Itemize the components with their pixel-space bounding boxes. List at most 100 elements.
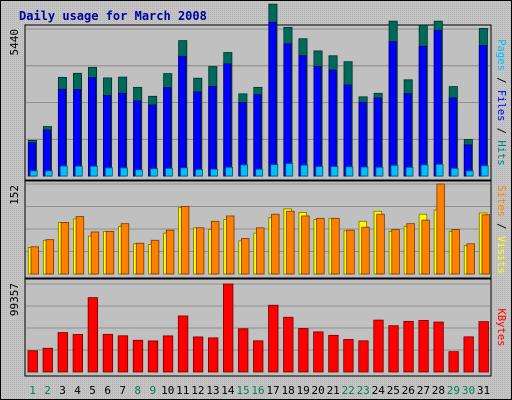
bar-kbytes	[207, 337, 219, 373]
bar-pages	[59, 165, 68, 177]
bar-sites	[316, 217, 325, 275]
bar-sites	[361, 226, 370, 275]
bar-kbytes	[313, 331, 324, 373]
panel-bars	[27, 283, 489, 373]
bar-files	[133, 100, 142, 177]
bar-sites	[30, 246, 39, 275]
bar-kbytes	[478, 321, 489, 373]
bar-sites	[286, 210, 295, 275]
x-tick-label: 17	[266, 384, 279, 397]
chart-panels: 5440 Pages / Files / Hits 152 Sites / Visit…	[8, 3, 507, 377]
bar-sites	[75, 216, 85, 275]
legend-entry: Hits	[495, 140, 507, 165]
bar-pages	[405, 166, 414, 177]
bar-sites	[436, 183, 445, 275]
bar-sites	[60, 222, 70, 275]
bar-sites	[481, 214, 490, 275]
x-tick-label: 25	[387, 384, 400, 397]
bar-kbytes	[448, 351, 459, 373]
bar-sites	[226, 215, 235, 275]
bar-pages	[210, 168, 218, 177]
bar-kbytes	[298, 328, 309, 373]
bar-pages	[450, 168, 459, 177]
bar-sites	[165, 229, 175, 275]
x-tick-label: 20	[311, 384, 324, 397]
bar-kbytes	[132, 339, 144, 373]
legend-entry: /	[495, 71, 507, 90]
panel-max-label: 99357	[8, 283, 21, 316]
bar-files	[148, 104, 157, 177]
bar-pages	[255, 168, 264, 177]
bar-pages	[195, 169, 203, 177]
bar-sites	[466, 243, 475, 275]
bar-kbytes	[463, 336, 474, 373]
bar-kbytes	[162, 335, 174, 373]
bar-pages	[240, 164, 249, 177]
bar-sites	[195, 227, 205, 275]
bar-kbytes	[238, 328, 249, 373]
bar-sites	[180, 206, 190, 275]
bar-files	[373, 97, 382, 177]
x-tick-label: 19	[296, 384, 309, 397]
panel-max-label: 152	[8, 185, 21, 205]
bar-pages	[119, 167, 128, 177]
bar-pages	[375, 166, 384, 177]
bar-files	[208, 86, 217, 177]
x-tick-label: 14	[221, 384, 235, 397]
panel-hits-files-pages: 5440 Pages / Files / Hits	[8, 3, 507, 181]
x-tick-label: 1	[29, 384, 36, 397]
x-tick-label: 21	[327, 384, 340, 397]
bar-files	[253, 94, 262, 177]
bar-pages	[480, 165, 489, 177]
bar-sites	[210, 220, 220, 275]
bar-files	[223, 63, 232, 177]
x-tick-label: 16	[251, 384, 264, 397]
bar-kbytes	[223, 283, 234, 373]
bar-sites	[391, 229, 400, 275]
bar-sites	[45, 239, 55, 275]
bar-sites	[406, 223, 415, 275]
x-tick-label: 24	[372, 384, 386, 397]
bar-kbytes	[328, 334, 339, 373]
x-tick-label: 26	[402, 384, 415, 397]
bar-files	[403, 93, 412, 177]
x-tick-label: 15	[236, 384, 249, 397]
bar-pages	[180, 167, 188, 177]
bar-kbytes	[147, 340, 159, 373]
bar-files	[268, 21, 277, 177]
x-tick-label: 29	[447, 384, 460, 397]
bar-kbytes	[418, 320, 429, 373]
x-tick-label: 13	[206, 384, 219, 397]
bar-pages	[330, 166, 339, 177]
bar-kbytes	[433, 321, 444, 373]
x-tick-label: 22	[342, 384, 355, 397]
bar-pages	[285, 163, 294, 177]
bar-pages	[165, 168, 173, 177]
x-tick-label: 11	[176, 384, 189, 397]
panel-side-legend: Pages / Files / Hits	[495, 39, 507, 165]
bar-pages	[29, 170, 38, 177]
bar-kbytes	[57, 332, 68, 373]
bar-sites	[90, 231, 100, 275]
x-tick-label: 31	[477, 384, 490, 397]
bar-kbytes	[177, 315, 189, 373]
bar-kbytes	[343, 339, 354, 373]
panel-kbytes: 99357 KBytes	[8, 278, 507, 377]
bar-kbytes	[192, 336, 204, 373]
legend-entry: Pages	[495, 39, 507, 71]
x-tick-label: 9	[149, 384, 156, 397]
x-tick-label: 3	[59, 384, 66, 397]
x-tick-label: 2	[44, 384, 51, 397]
bar-kbytes	[283, 316, 294, 373]
bar-sites	[241, 238, 250, 275]
bar-kbytes	[388, 325, 399, 373]
bar-pages	[300, 164, 309, 177]
bar-files	[433, 29, 442, 177]
bar-files	[57, 88, 66, 177]
bar-pages	[225, 166, 234, 177]
bar-sites	[301, 215, 310, 275]
bar-files	[313, 66, 322, 177]
bar-files	[193, 91, 202, 177]
